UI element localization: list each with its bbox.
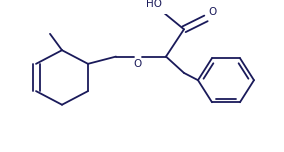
Text: O: O [208, 7, 216, 17]
Text: HO: HO [146, 0, 162, 9]
Text: O: O [134, 59, 142, 69]
